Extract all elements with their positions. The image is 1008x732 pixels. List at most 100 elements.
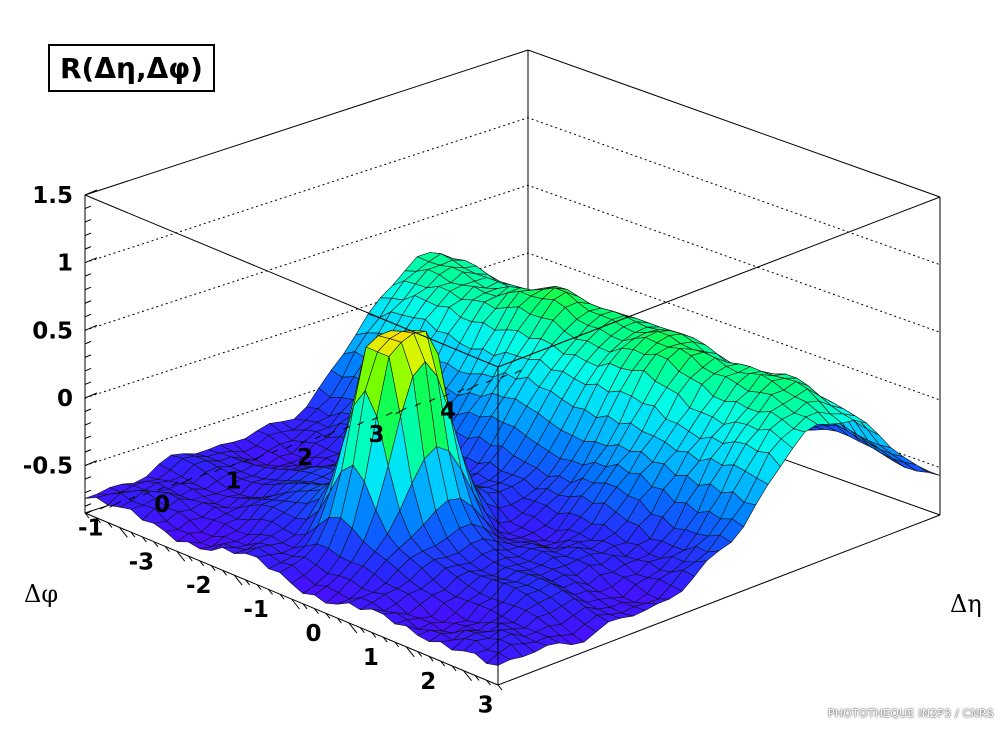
z-tick (84, 489, 92, 494)
dphi-tick (228, 463, 236, 468)
z-tick-label: 0 (57, 386, 73, 412)
z-tick-label: 1 (57, 251, 73, 277)
deta-tick (428, 656, 434, 662)
deta-tick-label: 1 (363, 645, 379, 671)
deta-tick (187, 555, 193, 562)
dphi-tick (428, 397, 436, 402)
dphi-tick (214, 468, 221, 473)
dphi-tick-label: 2 (297, 445, 313, 471)
dphi-tick (314, 435, 322, 440)
dphi-tick (371, 416, 379, 421)
dphi-tick-label: -1 (78, 515, 104, 541)
deta-tick (222, 570, 228, 576)
dphi-tick-label: 0 (154, 492, 170, 518)
deta-tick (382, 636, 388, 643)
z-tick (84, 246, 92, 250)
deta-tick (164, 546, 170, 552)
dphi-axis: -1 0 1 2 3 4 (78, 369, 522, 541)
dphi-tick (100, 505, 107, 510)
z-tick (84, 313, 92, 318)
z-tick-label: 0.5 (32, 318, 73, 344)
deta-tick (440, 660, 446, 667)
z-axis: -0.5 0 0.5 1 1.5 (23, 183, 98, 507)
deta-tick (336, 617, 342, 624)
dphi-tick (443, 393, 450, 398)
deta-tick (268, 589, 273, 595)
z-tick (84, 205, 92, 209)
dphi-axis-label: Δφ (24, 580, 58, 608)
deta-tick (84, 512, 90, 519)
dphi-tick (500, 374, 507, 379)
deta-tick-label: -3 (129, 549, 155, 575)
dphi-tick (85, 510, 93, 515)
dphi-tick (514, 369, 522, 374)
deta-tick (130, 531, 136, 538)
z-tick (84, 273, 92, 277)
z-tick-label: 1.5 (32, 183, 73, 209)
dphi-tick-label: 3 (369, 422, 385, 448)
deta-tick-label: -1 (243, 597, 269, 623)
deta-axis: -3 -2 -1 0 1 2 3 (84, 512, 503, 719)
dphi-tick-label: 1 (226, 469, 242, 495)
dphi-tick (143, 491, 150, 496)
dphi-tick (128, 496, 136, 501)
deta-tick (245, 579, 251, 586)
deta-tick-label: 2 (420, 669, 436, 695)
deta-tick (474, 675, 480, 681)
z-tick (84, 392, 98, 399)
deta-axis-label: Δη (950, 590, 982, 618)
deta-tick (107, 522, 113, 528)
z-tick (84, 503, 92, 507)
z-tick (84, 232, 92, 237)
deta-tick (141, 536, 147, 543)
dphi-tick (323, 430, 336, 438)
deta-tick (153, 541, 159, 547)
deta-tick (96, 517, 101, 524)
dphi-tick (414, 402, 422, 407)
dphi-tick (271, 449, 279, 454)
deta-tick (233, 574, 243, 586)
dphi-tick (457, 388, 464, 393)
deta-tick (256, 584, 262, 590)
z-tick (84, 367, 92, 372)
z-tick (84, 286, 92, 291)
deta-tick (348, 622, 358, 634)
dphi-tick (395, 407, 407, 415)
z-tick (84, 300, 92, 304)
deta-tick (463, 670, 472, 681)
dphi-tick (243, 458, 250, 463)
deta-tick-label: 3 (478, 693, 494, 719)
z-tick (84, 476, 92, 480)
dphi-tick (343, 426, 350, 430)
deta-tick (451, 665, 457, 672)
z-gridline (84, 184, 941, 333)
dphi-tick (285, 444, 293, 449)
dphi-tick (109, 500, 121, 508)
dphi-tick (180, 477, 193, 485)
deta-tick (405, 646, 415, 658)
deta-tick (199, 560, 205, 567)
z-tick (84, 449, 92, 453)
deta-tick (486, 679, 491, 686)
deta-tick (417, 651, 423, 657)
deta-tick (394, 641, 400, 648)
deta-tick (279, 593, 285, 600)
deta-tick (325, 613, 331, 619)
z-tick-label: -0.5 (23, 454, 73, 480)
photo-credit: PHOTOTHEQUE IN2P3 / CNRS (827, 707, 994, 720)
surface-mesh (84, 252, 941, 666)
z-tick (84, 435, 92, 440)
dphi-tick (466, 383, 479, 391)
z-tick (84, 381, 92, 385)
dphi-tick (386, 411, 393, 416)
z-tick (84, 189, 98, 196)
z-gridline (84, 252, 941, 401)
deta-tick (314, 608, 319, 614)
dphi-tick (252, 454, 264, 461)
deta-tick-label: -2 (186, 573, 212, 599)
deta-tick (371, 632, 377, 638)
dphi-tick (300, 440, 307, 444)
z-tick (84, 219, 92, 223)
top-front-edge (84, 194, 941, 368)
